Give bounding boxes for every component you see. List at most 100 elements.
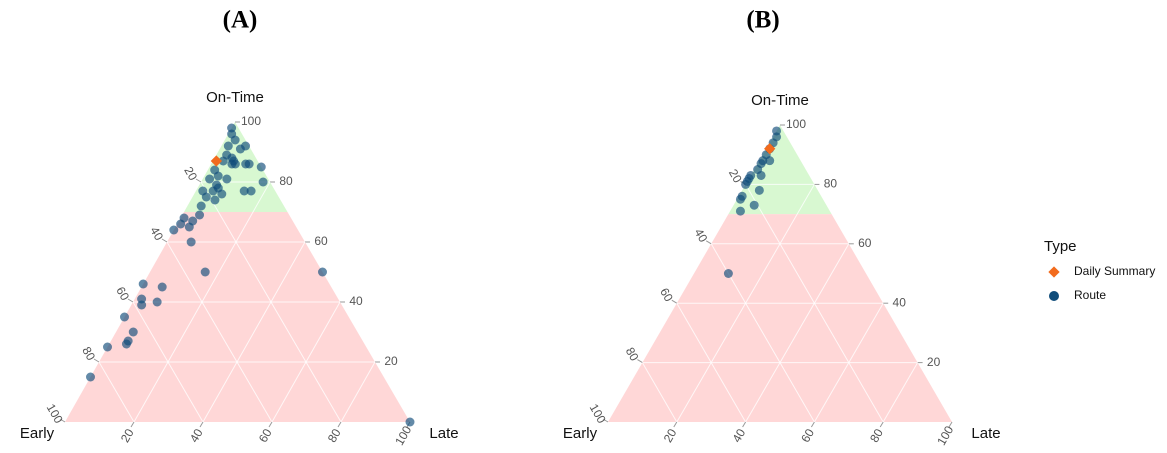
tick-label: 80 — [79, 344, 98, 363]
grid-line — [202, 241, 306, 423]
point — [723, 269, 733, 278]
point — [210, 195, 220, 205]
point — [241, 141, 251, 151]
tick-mark — [337, 421, 342, 428]
tick-label: 20 — [661, 426, 680, 445]
point — [86, 372, 95, 382]
grid-line — [340, 361, 376, 423]
point — [218, 156, 228, 166]
tick-label: 60 — [314, 234, 328, 248]
tick-label: 100 — [241, 114, 261, 128]
tick-mark — [127, 298, 134, 303]
tick-mark — [93, 358, 100, 363]
point — [201, 192, 211, 202]
legend-title: Type — [1044, 238, 1077, 255]
tick-label: 60 — [798, 426, 817, 445]
tick-label: 40 — [729, 426, 748, 445]
region — [608, 214, 952, 422]
point — [205, 174, 215, 184]
point — [764, 143, 776, 155]
grid-line — [882, 362, 919, 423]
tick-mark — [195, 178, 202, 183]
tick-mark — [59, 418, 66, 423]
point — [195, 210, 205, 220]
tick-mark — [268, 421, 273, 428]
tick-label: 60 — [858, 236, 872, 250]
tick-label: 100 — [786, 117, 806, 131]
tick-label: 40 — [147, 224, 166, 243]
point — [196, 201, 206, 211]
grid-line — [745, 243, 850, 423]
legend-label: Route — [1074, 288, 1106, 302]
grid-line — [166, 241, 273, 423]
point — [186, 237, 196, 247]
point — [246, 186, 256, 196]
grid-line — [641, 362, 678, 423]
point — [405, 417, 415, 427]
tick-mark — [130, 421, 135, 428]
tick-mark — [161, 238, 168, 243]
region — [728, 125, 832, 215]
tick-label: 80 — [824, 177, 838, 191]
legend-marker — [1048, 266, 1060, 278]
grid-line — [133, 181, 271, 423]
tick-mark — [602, 418, 609, 423]
point — [128, 327, 138, 337]
tick-mark — [742, 421, 747, 428]
point — [176, 219, 186, 229]
point — [765, 156, 775, 166]
legend-marker — [1049, 291, 1059, 301]
point — [244, 159, 254, 169]
tick-label: 80 — [325, 426, 344, 445]
point — [256, 162, 266, 172]
tick-mark — [637, 359, 643, 364]
grid-line — [271, 301, 341, 423]
tick-label: 60 — [657, 286, 676, 305]
tick-label: 20 — [927, 355, 941, 369]
point — [120, 312, 129, 322]
point — [200, 267, 210, 277]
tick-mark — [705, 240, 712, 245]
point — [213, 171, 223, 181]
point — [754, 185, 764, 195]
axis-label: Early — [20, 425, 55, 442]
tick-label: 80 — [623, 345, 642, 364]
tick-mark — [673, 421, 678, 428]
axis-label: Late — [971, 425, 1000, 442]
point — [258, 177, 268, 187]
tick-label: 20 — [118, 426, 137, 445]
tick-label: 40 — [349, 294, 363, 308]
tick-label: 80 — [867, 426, 886, 445]
tick-mark — [199, 421, 204, 428]
chart-title: (B) — [746, 7, 779, 34]
point — [217, 189, 227, 199]
point — [229, 156, 239, 166]
chart-title: (A) — [223, 7, 258, 34]
axis-label: Late — [429, 425, 458, 442]
grid-line — [813, 302, 884, 423]
tick-mark — [810, 421, 815, 428]
point — [169, 225, 179, 235]
tick-mark — [948, 421, 953, 428]
point — [239, 186, 249, 196]
tick-label: 60 — [256, 426, 275, 445]
point — [157, 282, 167, 292]
point — [137, 294, 147, 304]
grid-line — [676, 184, 815, 423]
tick-label: 60 — [113, 284, 132, 303]
tick-mark — [671, 299, 678, 304]
axis-label: On-Time — [751, 92, 809, 109]
point — [152, 297, 162, 307]
point — [210, 155, 223, 167]
point — [223, 141, 233, 151]
tick-mark — [879, 421, 884, 428]
point — [756, 170, 766, 180]
grid-line — [98, 361, 135, 423]
point — [188, 216, 198, 226]
point — [230, 135, 240, 145]
axis-label: On-Time — [206, 89, 264, 106]
tick-label: 80 — [279, 174, 293, 188]
tick-label: 20 — [384, 354, 398, 368]
